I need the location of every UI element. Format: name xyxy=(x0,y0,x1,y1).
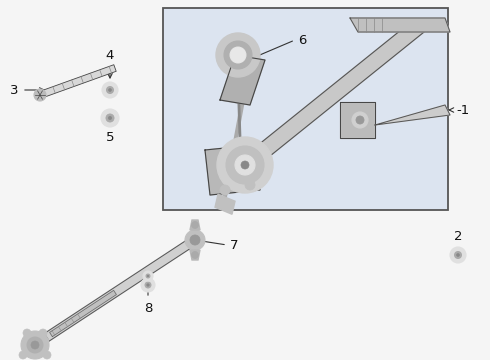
Polygon shape xyxy=(190,220,200,230)
Circle shape xyxy=(145,282,151,288)
Circle shape xyxy=(106,86,114,94)
Polygon shape xyxy=(49,291,116,337)
Text: 5: 5 xyxy=(106,131,114,144)
Circle shape xyxy=(245,180,255,190)
Circle shape xyxy=(101,109,119,127)
Circle shape xyxy=(226,146,264,184)
Text: 6: 6 xyxy=(298,33,306,46)
Circle shape xyxy=(352,112,368,128)
Polygon shape xyxy=(350,18,450,32)
Circle shape xyxy=(192,221,198,229)
Circle shape xyxy=(457,253,460,256)
Circle shape xyxy=(455,252,462,258)
Text: 8: 8 xyxy=(144,302,152,315)
Circle shape xyxy=(216,33,260,77)
Circle shape xyxy=(43,351,51,359)
Circle shape xyxy=(39,329,47,337)
Text: 4: 4 xyxy=(106,49,114,62)
Circle shape xyxy=(23,329,31,337)
Circle shape xyxy=(356,116,364,124)
Circle shape xyxy=(220,185,230,195)
Circle shape xyxy=(108,116,112,120)
Polygon shape xyxy=(220,55,265,105)
Polygon shape xyxy=(215,194,235,214)
Polygon shape xyxy=(39,65,116,98)
Circle shape xyxy=(217,137,273,193)
Circle shape xyxy=(190,235,200,245)
Circle shape xyxy=(147,284,149,286)
Circle shape xyxy=(147,275,149,277)
Polygon shape xyxy=(210,19,425,196)
Text: 3: 3 xyxy=(9,84,18,96)
Circle shape xyxy=(235,155,255,175)
Bar xyxy=(163,8,448,210)
Polygon shape xyxy=(340,102,375,138)
Circle shape xyxy=(224,41,252,69)
Circle shape xyxy=(450,247,466,263)
Circle shape xyxy=(106,114,114,122)
Circle shape xyxy=(19,351,27,359)
Circle shape xyxy=(109,89,111,91)
Circle shape xyxy=(146,274,150,278)
Polygon shape xyxy=(375,105,450,125)
Circle shape xyxy=(102,82,118,98)
Circle shape xyxy=(143,271,153,281)
Text: 7: 7 xyxy=(230,239,239,252)
Circle shape xyxy=(185,230,205,250)
Circle shape xyxy=(31,341,39,349)
Circle shape xyxy=(192,252,198,258)
Circle shape xyxy=(21,331,49,359)
Circle shape xyxy=(141,278,155,292)
Circle shape xyxy=(34,89,46,101)
Polygon shape xyxy=(32,236,197,349)
Polygon shape xyxy=(190,250,200,260)
Polygon shape xyxy=(205,145,260,195)
Text: 2: 2 xyxy=(454,230,462,243)
Text: -1: -1 xyxy=(456,104,469,117)
Circle shape xyxy=(241,161,249,169)
Circle shape xyxy=(230,47,246,63)
Circle shape xyxy=(27,337,43,353)
